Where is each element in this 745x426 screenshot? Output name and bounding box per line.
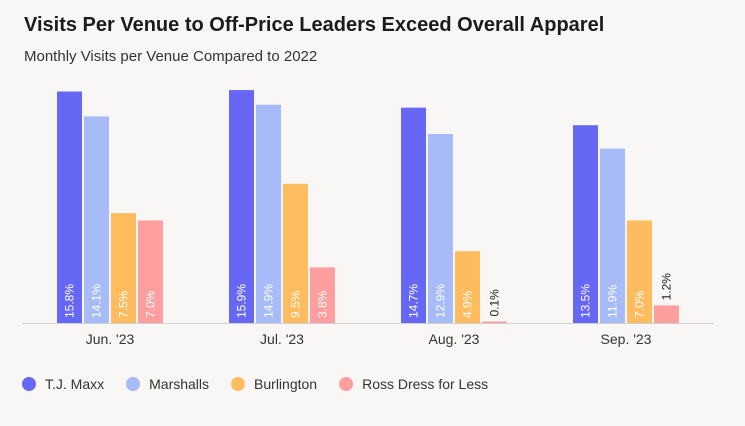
data-label: 1.2% [660, 273, 674, 301]
bar [600, 148, 625, 323]
bar [310, 267, 335, 323]
chart-title: Visits Per Venue to Off-Price Leaders Ex… [24, 14, 605, 36]
data-label: 7.5% [117, 290, 131, 318]
data-label: 11.9% [606, 285, 620, 318]
legend-swatch [22, 377, 36, 391]
x-tick-label: Aug. '23 [429, 331, 480, 347]
legend-label: Marshalls [149, 376, 210, 392]
bar [482, 321, 507, 323]
data-label: 3.8% [316, 290, 330, 318]
bar [138, 220, 163, 323]
legend-item: Marshalls [126, 376, 209, 392]
legend-swatch [339, 377, 354, 391]
data-label: 12.9% [434, 284, 448, 318]
data-label: 9.5% [289, 290, 303, 318]
legend-label: T.J. Maxx [45, 376, 105, 392]
data-label: 0.1% [488, 289, 502, 317]
data-label: 7.0% [633, 290, 647, 318]
x-tick-label: Sep. '23 [601, 331, 652, 347]
data-label: 7.0% [144, 290, 158, 318]
bar [573, 125, 598, 323]
bar [84, 116, 109, 323]
legend-label: Burlington [254, 376, 318, 392]
legend-item: T.J. Maxx [22, 376, 104, 392]
bar [428, 134, 453, 323]
legend-label: Ross Dress for Less [362, 376, 489, 392]
bar [111, 213, 136, 323]
legend-item: Burlington [231, 376, 317, 392]
bar [401, 107, 426, 324]
data-label: 14.9% [262, 284, 276, 318]
bar [57, 91, 82, 323]
legend: T.J. Maxx Marshalls Burlington Ross Dress f… [22, 376, 510, 392]
data-label: 15.9% [235, 284, 249, 318]
data-label: 4.9% [461, 290, 475, 318]
legend-swatch [231, 377, 246, 391]
data-label: 14.7% [407, 284, 421, 318]
data-label: 14.1% [90, 284, 104, 318]
x-tick-label: Jun. '23 [86, 331, 135, 347]
bar [627, 220, 652, 323]
bar [229, 90, 254, 323]
x-tick-label: Jul. '23 [260, 331, 304, 347]
bar [654, 305, 679, 323]
bar [455, 251, 480, 323]
legend-swatch [126, 377, 141, 391]
data-label: 13.5% [579, 284, 593, 318]
data-label: 15.8% [63, 284, 77, 318]
bar [256, 104, 281, 323]
chart-subtitle: Monthly Visits per Venue Compared to 202… [24, 48, 318, 65]
bar [283, 183, 308, 323]
legend-item: Ross Dress for Less [339, 376, 488, 392]
